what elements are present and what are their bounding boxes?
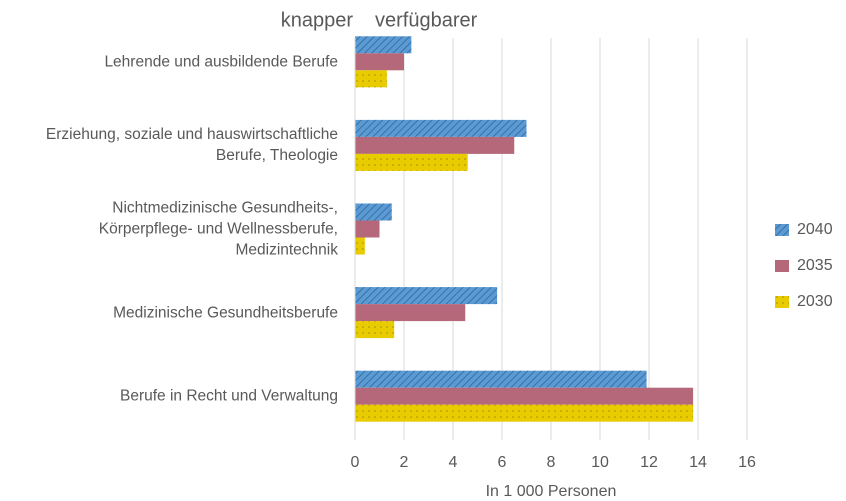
x-tick-label: 12: [640, 454, 658, 471]
x-tick-label: 0: [351, 454, 360, 471]
x-tick-label: 4: [449, 454, 458, 471]
x-tick-label: 16: [738, 454, 756, 471]
legend-label: 2035: [797, 257, 833, 274]
bar: [355, 387, 694, 405]
bar-texture: [355, 370, 647, 388]
category-label: Nichtmedizinische Gesundheits-, Körperpf…: [98, 199, 338, 259]
bar-texture: [355, 36, 412, 54]
legend-label: 2040: [797, 221, 833, 238]
category-label: Erziehung, soziale und hauswirtschaftlic…: [45, 126, 338, 165]
legend-swatch: [775, 260, 789, 272]
bar-texture: [355, 203, 392, 221]
category-label: Medizinische Gesundheitsberufe: [113, 304, 338, 322]
legend-texture: [775, 296, 789, 308]
x-axis-label: In 1 000 Personen: [486, 483, 617, 500]
annotation: knapper: [281, 9, 354, 31]
bar-texture: [355, 153, 468, 171]
x-tick-label: 6: [498, 454, 507, 471]
bar-texture: [355, 237, 365, 255]
x-tick-label: 10: [591, 454, 609, 471]
x-tick-label: 14: [689, 454, 707, 471]
x-tick-label: 8: [547, 454, 556, 471]
bar: [355, 220, 380, 238]
bar-texture: [355, 119, 527, 137]
bar: [355, 304, 466, 322]
bar: [355, 53, 404, 71]
x-tick-label: 2: [400, 454, 409, 471]
bar-texture: [355, 287, 498, 305]
bar: [355, 136, 515, 154]
legend-texture: [775, 224, 789, 236]
annotation: verfügbarer: [375, 9, 478, 31]
bar-texture: [355, 404, 694, 422]
category-label: Berufe in Recht und Verwaltung: [120, 387, 338, 405]
bar-texture: [355, 321, 395, 339]
category-label: Lehrende und ausbildende Berufe: [104, 53, 338, 71]
bar-texture: [355, 70, 387, 88]
legend-label: 2030: [797, 293, 833, 310]
